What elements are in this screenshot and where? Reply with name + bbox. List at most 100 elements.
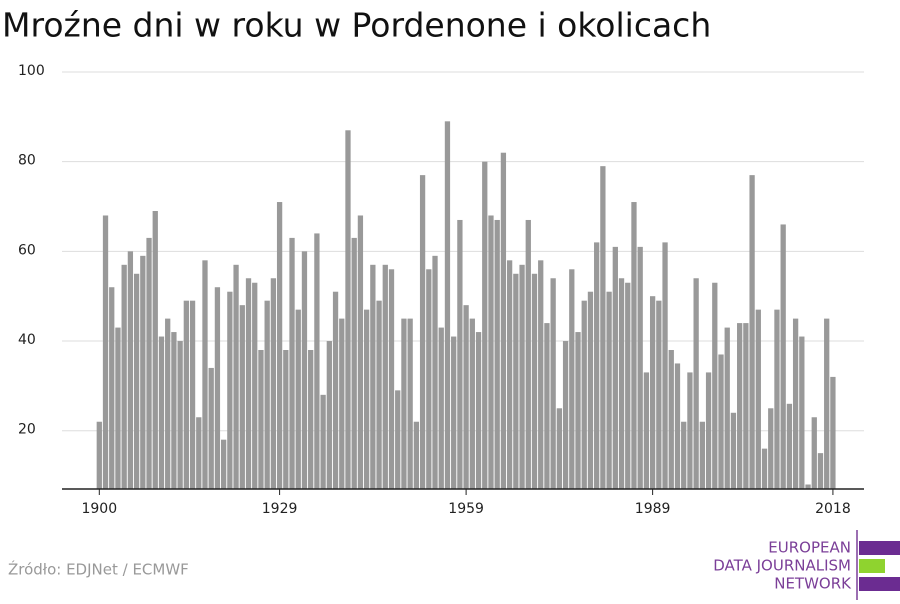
bar xyxy=(308,350,314,489)
logo-text: EUROPEAN xyxy=(768,539,851,557)
bar xyxy=(662,242,668,489)
bar xyxy=(681,421,687,489)
bar xyxy=(600,166,606,489)
bar xyxy=(674,363,681,489)
bar xyxy=(575,332,581,489)
source: Źródło: EDJNet / ECMWF xyxy=(8,560,189,579)
bar xyxy=(637,246,643,489)
bar xyxy=(270,278,277,489)
x-tick-label: 1900 xyxy=(81,501,117,517)
bar xyxy=(612,246,618,489)
bar xyxy=(587,291,594,489)
bar xyxy=(326,341,332,489)
bar xyxy=(295,309,301,489)
bar xyxy=(631,202,637,489)
bar xyxy=(755,309,761,489)
bar xyxy=(426,269,432,489)
bar xyxy=(376,300,382,489)
bar xyxy=(451,336,457,489)
bar xyxy=(482,161,488,489)
x-tick-label: 2018 xyxy=(815,501,851,517)
bar xyxy=(550,278,556,489)
bar xyxy=(805,484,811,489)
bar xyxy=(581,300,587,489)
bar xyxy=(245,278,252,489)
bar xyxy=(133,273,140,489)
bar xyxy=(457,219,463,489)
bar xyxy=(562,341,569,489)
bar xyxy=(401,318,407,489)
bar xyxy=(699,421,705,489)
bar xyxy=(208,367,214,489)
bar xyxy=(332,291,339,489)
bar xyxy=(171,332,177,489)
logo-bar xyxy=(859,577,900,591)
bar xyxy=(388,269,395,489)
bar xyxy=(183,300,189,489)
bar xyxy=(693,278,699,489)
bar xyxy=(438,327,444,489)
bar xyxy=(475,332,482,489)
bar xyxy=(158,336,165,489)
x-tick-label: 1929 xyxy=(262,501,298,517)
bar xyxy=(165,318,171,489)
bar xyxy=(525,219,531,489)
bar xyxy=(214,287,221,489)
bar xyxy=(357,215,364,489)
logo-bar xyxy=(859,559,885,573)
bar xyxy=(649,296,656,489)
y-tick-label: 60 xyxy=(18,242,36,258)
bar xyxy=(594,242,600,489)
bar xyxy=(382,264,388,489)
bar xyxy=(140,255,146,489)
bar xyxy=(749,175,755,489)
x-tick-label: 1989 xyxy=(635,501,671,517)
bar xyxy=(96,421,102,489)
y-tick-label: 100 xyxy=(18,63,45,79)
bar xyxy=(121,264,127,489)
bar xyxy=(127,251,134,489)
logo-text: DATA JOURNALISM xyxy=(713,557,851,575)
bar xyxy=(656,300,662,489)
bar xyxy=(768,408,774,489)
bar xyxy=(276,202,283,489)
bar xyxy=(370,264,376,489)
bar xyxy=(625,282,631,489)
bar xyxy=(712,282,718,489)
bar xyxy=(152,211,158,489)
bar xyxy=(730,412,737,489)
logo-bar xyxy=(859,541,900,555)
y-tick-label: 80 xyxy=(18,153,36,169)
bar xyxy=(395,390,401,489)
bar xyxy=(506,260,513,489)
bar xyxy=(761,448,768,489)
bar xyxy=(351,237,357,489)
logo: EUROPEAN DATA JOURNALISM NETWORK xyxy=(713,530,900,600)
bar xyxy=(531,273,538,489)
bar xyxy=(115,327,121,489)
bar xyxy=(345,130,351,489)
bar xyxy=(146,237,152,489)
bar xyxy=(705,372,712,489)
bar xyxy=(221,439,227,489)
bar xyxy=(196,417,202,489)
bar xyxy=(799,336,805,489)
bar xyxy=(320,394,326,489)
bar xyxy=(413,421,420,489)
bar xyxy=(252,282,258,489)
bar xyxy=(724,327,730,489)
bar xyxy=(419,175,426,489)
bar xyxy=(519,264,525,489)
bar xyxy=(109,287,115,489)
bar xyxy=(544,323,550,489)
bar xyxy=(500,152,507,490)
bar xyxy=(469,318,475,489)
bar xyxy=(488,215,494,489)
bar xyxy=(538,260,544,489)
bar xyxy=(289,237,295,489)
bar xyxy=(513,273,519,489)
bar xyxy=(264,300,270,489)
bar xyxy=(743,323,749,489)
bar xyxy=(556,408,563,489)
bar xyxy=(463,305,469,489)
